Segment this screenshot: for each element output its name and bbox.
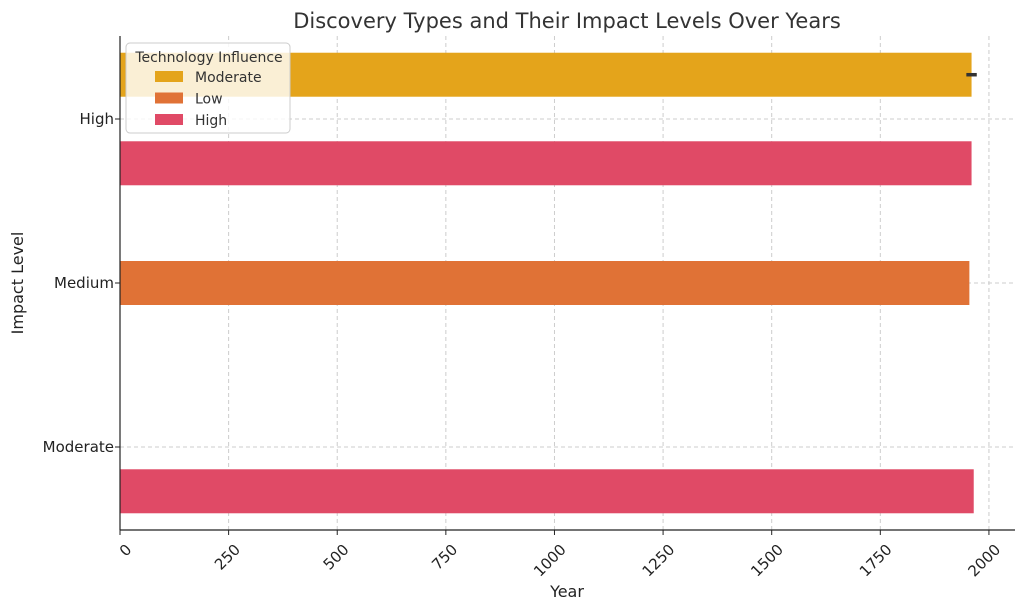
x-tick-label: 1250 bbox=[639, 541, 679, 581]
legend-label-moderate: Moderate bbox=[195, 70, 262, 86]
x-tick-label: 250 bbox=[211, 541, 244, 574]
x-tick-label: 1750 bbox=[856, 541, 896, 581]
x-axis-label: Year bbox=[549, 582, 584, 601]
y-tick-label: High bbox=[80, 110, 114, 128]
x-tick-label: 500 bbox=[320, 541, 353, 574]
legend-swatch-low bbox=[155, 92, 183, 104]
bar-high-moderate bbox=[120, 469, 974, 514]
x-tick-label: 1500 bbox=[747, 541, 787, 581]
y-tick-label: Moderate bbox=[43, 438, 114, 456]
y-ticks: High Medium Moderate bbox=[43, 110, 120, 456]
legend-label-low: Low bbox=[195, 92, 223, 108]
x-tick-label: 1000 bbox=[530, 541, 570, 581]
x-ticks: 0 250 500 750 1000 1250 1500 1750 2000 bbox=[116, 530, 1004, 580]
x-tick-label: 2000 bbox=[965, 541, 1005, 581]
y-axis-label: Impact Level bbox=[8, 232, 27, 335]
bar-high-high bbox=[120, 141, 972, 186]
legend-swatch-high bbox=[155, 114, 183, 125]
legend-box bbox=[125, 42, 291, 134]
bar-low-medium bbox=[120, 261, 970, 305]
legend-title: Technology Influence bbox=[134, 50, 282, 66]
y-tick-label: Medium bbox=[54, 274, 114, 292]
legend-label-high: High bbox=[195, 113, 227, 129]
legend: Technology Influence Moderate Low High bbox=[125, 42, 291, 134]
x-tick-label: 0 bbox=[116, 541, 135, 560]
x-tick-label: 750 bbox=[428, 541, 461, 574]
chart-title: Discovery Types and Their Impact Levels … bbox=[293, 9, 841, 33]
legend-swatch-moderate bbox=[155, 71, 183, 82]
